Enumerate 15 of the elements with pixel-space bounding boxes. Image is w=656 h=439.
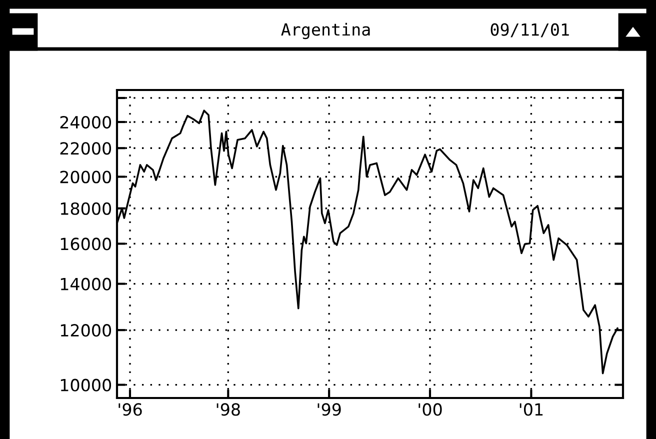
y-tick-label: 18000 bbox=[60, 202, 112, 215]
y-tick-label: 16000 bbox=[60, 238, 112, 250]
y-tick-label: 20000 bbox=[60, 170, 112, 184]
x-tick-label: '96 bbox=[118, 403, 142, 416]
y-tick-label: 22000 bbox=[60, 142, 112, 155]
y-tick-label: 10000 bbox=[60, 378, 112, 392]
x-tick-label: '00 bbox=[418, 403, 442, 416]
chart-title: Argentina bbox=[281, 22, 370, 40]
y-tick-label: 14000 bbox=[60, 278, 112, 290]
x-tick-label: '99 bbox=[318, 403, 341, 416]
y-tick-label: 12000 bbox=[60, 324, 112, 337]
y-tick-label: 24000 bbox=[60, 116, 112, 129]
x-tick-label: '98 bbox=[216, 403, 240, 416]
chart-subtitle: 09/11/01 bbox=[490, 23, 569, 38]
x-tick-label: '01 bbox=[520, 403, 543, 416]
